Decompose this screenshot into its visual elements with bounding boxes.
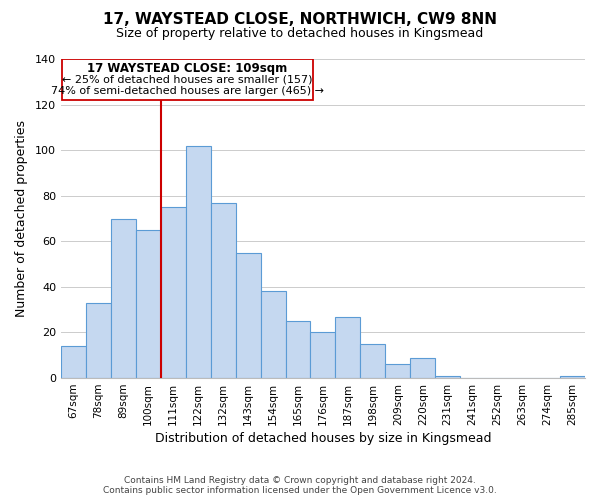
Bar [310, 332, 335, 378]
Bar [410, 358, 435, 378]
Bar [335, 316, 361, 378]
Bar [560, 376, 585, 378]
Text: 74% of semi-detached houses are larger (465) →: 74% of semi-detached houses are larger (… [51, 86, 324, 96]
Bar [236, 252, 260, 378]
Text: 17, WAYSTEAD CLOSE, NORTHWICH, CW9 8NN: 17, WAYSTEAD CLOSE, NORTHWICH, CW9 8NN [103, 12, 497, 28]
Bar [435, 376, 460, 378]
Text: Contains HM Land Registry data © Crown copyright and database right 2024.
Contai: Contains HM Land Registry data © Crown c… [103, 476, 497, 495]
Y-axis label: Number of detached properties: Number of detached properties [15, 120, 28, 317]
Bar [86, 303, 111, 378]
Bar [136, 230, 161, 378]
Bar [385, 364, 410, 378]
X-axis label: Distribution of detached houses by size in Kingsmead: Distribution of detached houses by size … [155, 432, 491, 445]
FancyBboxPatch shape [62, 59, 313, 100]
Bar [260, 292, 286, 378]
Bar [361, 344, 385, 378]
Bar [161, 207, 186, 378]
Text: Size of property relative to detached houses in Kingsmead: Size of property relative to detached ho… [116, 28, 484, 40]
Bar [61, 346, 86, 378]
Text: 17 WAYSTEAD CLOSE: 109sqm: 17 WAYSTEAD CLOSE: 109sqm [88, 62, 288, 74]
Text: ← 25% of detached houses are smaller (157): ← 25% of detached houses are smaller (15… [62, 74, 313, 85]
Bar [211, 202, 236, 378]
Bar [186, 146, 211, 378]
Bar [111, 218, 136, 378]
Bar [286, 321, 310, 378]
